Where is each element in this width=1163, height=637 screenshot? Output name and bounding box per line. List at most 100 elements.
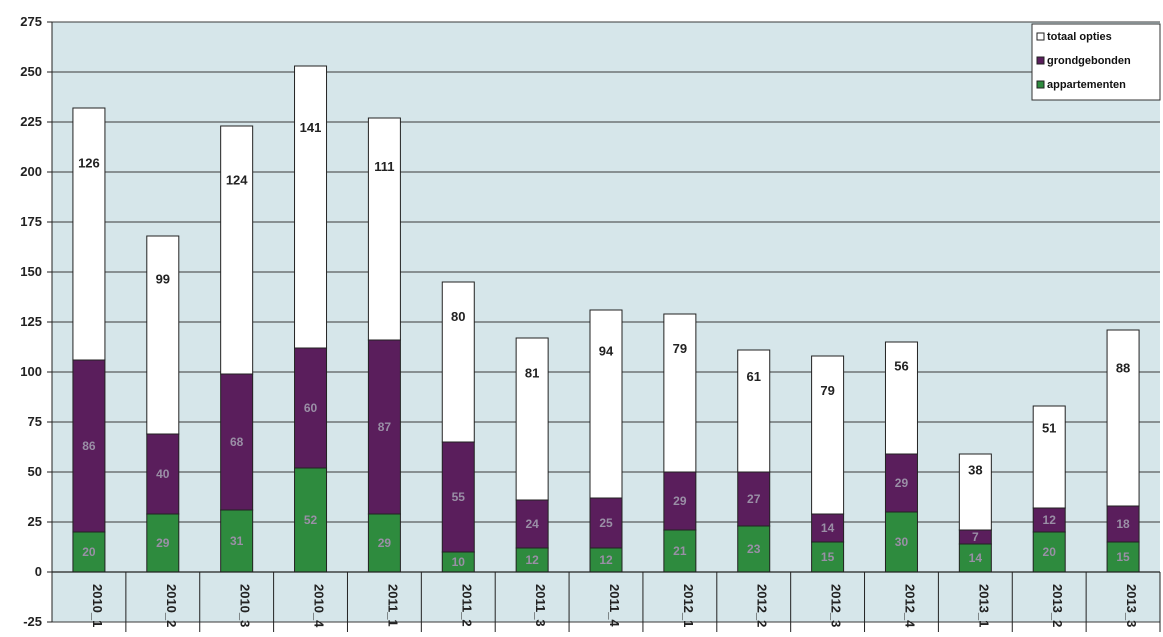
data-label-grondgebonden: 87 — [378, 420, 392, 434]
data-label-totaal-opties: 38 — [968, 463, 982, 478]
data-label-appartementen: 31 — [230, 534, 244, 548]
y-tick-label: 100 — [20, 364, 42, 379]
bar-segment-grondgebonden — [294, 347, 328, 469]
bar-segment-totaal-opties — [884, 341, 918, 455]
y-tick-label: 250 — [20, 64, 42, 79]
data-label-appartementen: 29 — [156, 536, 170, 550]
bar-segment-appartementen — [884, 511, 918, 573]
data-label-grondgebonden: 29 — [673, 494, 687, 508]
x-tick-label: 2011_3 — [533, 584, 548, 627]
x-tick-label: 2013_2 — [1050, 584, 1065, 627]
data-label-totaal-opties: 124 — [226, 173, 248, 188]
data-label-appartementen: 20 — [1043, 545, 1057, 559]
data-label-appartementen: 30 — [895, 535, 909, 549]
bar-segment-appartementen — [72, 531, 106, 573]
x-tick-label: 2010_1 — [90, 584, 105, 627]
data-label-appartementen: 29 — [378, 536, 392, 550]
x-tick-label: 2012_3 — [829, 584, 844, 627]
y-tick-label: 175 — [20, 214, 42, 229]
data-label-totaal-opties: 111 — [374, 159, 394, 174]
data-label-totaal-opties: 94 — [599, 343, 614, 358]
legend-swatch-appartementen — [1036, 80, 1045, 89]
bar-segment-grondgebonden — [220, 373, 254, 511]
bar-segment-totaal-opties — [589, 309, 623, 499]
bar-segment-totaal-opties — [294, 65, 328, 349]
data-label-totaal-opties: 99 — [156, 272, 170, 287]
bar-segment-appartementen — [958, 543, 992, 573]
x-tick-label: 2010_2 — [164, 584, 179, 627]
x-tick-label: 2010_3 — [238, 584, 253, 627]
bar-segment-grondgebonden — [146, 433, 180, 515]
x-tick-label: 2012_4 — [902, 584, 917, 628]
data-label-totaal-opties: 126 — [78, 155, 100, 170]
data-label-appartementen: 15 — [1116, 550, 1130, 564]
bar-segment-appartementen — [1032, 531, 1066, 573]
legend-item-totaal-opties: totaal opties — [1036, 31, 1112, 43]
bar-segment-grondgebonden — [737, 471, 771, 527]
x-tick-label: 2011_1 — [385, 584, 400, 627]
bar-segment-totaal-opties — [958, 453, 992, 531]
bar-segment-totaal-opties — [146, 235, 180, 435]
x-tick-label: 2011_4 — [607, 584, 622, 627]
data-label-appartementen: 23 — [747, 542, 761, 556]
data-label-grondgebonden: 86 — [82, 439, 96, 453]
bar-segment-totaal-opties — [1106, 329, 1140, 507]
y-tick-label: 275 — [20, 14, 42, 29]
bar-segment-appartementen — [294, 467, 328, 573]
x-tick-label: 2013_1 — [976, 584, 991, 627]
bar-segment-totaal-opties — [220, 125, 254, 375]
bar-segment-grondgebonden — [72, 359, 106, 533]
bar-segment-grondgebonden — [367, 339, 401, 515]
y-axis: -25 0 25 50 75 100 125 150 175 200 225 250 275 — [20, 14, 53, 629]
bar-segment-appartementen — [811, 541, 845, 573]
data-label-totaal-opties: 51 — [1042, 420, 1056, 435]
data-label-totaal-opties: 81 — [525, 366, 539, 381]
data-label-grondgebonden: 40 — [156, 467, 170, 481]
bar-segment-grondgebonden — [884, 453, 918, 513]
legend-item-appartementen: appartementen — [1036, 79, 1126, 91]
data-label-appartementen: 21 — [673, 544, 687, 558]
data-label-grondgebonden: 55 — [452, 490, 466, 504]
data-label-totaal-opties: 79 — [673, 341, 687, 356]
y-tick-label: -25 — [23, 614, 42, 629]
legend-swatch-grondgebonden — [1036, 56, 1045, 65]
data-label-appartementen: 12 — [599, 553, 613, 567]
bar-segment-totaal-opties — [737, 349, 771, 473]
data-label-appartementen: 20 — [82, 545, 96, 559]
bar-segment-grondgebonden — [663, 471, 697, 531]
bar-segment-totaal-opties — [1032, 405, 1066, 509]
data-label-totaal-opties: 88 — [1116, 361, 1130, 376]
x-tick-label: 2012_2 — [755, 584, 770, 627]
bar-segment-totaal-opties — [515, 337, 549, 501]
y-tick-label: 150 — [20, 264, 42, 279]
bars: 20 86 126 29 40 99 31 68 124 52 60 141 29 87 111 10 55 80… — [72, 65, 1140, 573]
legend-swatch-totaal-opties — [1036, 32, 1045, 41]
data-label-grondgebonden: 25 — [599, 516, 613, 530]
bar-segment-totaal-opties — [441, 281, 475, 443]
y-tick-label: 200 — [20, 164, 42, 179]
y-tick-label: 125 — [20, 314, 42, 329]
data-label-appartementen: 15 — [821, 550, 835, 564]
x-tick-label: 2013_3 — [1124, 584, 1139, 627]
y-tick-label: 225 — [20, 114, 42, 129]
data-label-totaal-opties: 141 — [300, 120, 322, 135]
x-tick-label: 2011_2 — [459, 584, 474, 627]
data-label-totaal-opties: 61 — [746, 369, 760, 384]
data-label-grondgebonden: 68 — [230, 435, 244, 449]
legend-label-grondgebonden: grondgebonden — [1047, 55, 1131, 67]
data-label-grondgebonden: 24 — [525, 517, 539, 531]
bar-segment-grondgebonden — [515, 499, 549, 549]
x-tick-label: 2012_1 — [681, 584, 696, 627]
legend-label-totaal-opties: totaal opties — [1047, 31, 1112, 43]
data-label-grondgebonden: 29 — [895, 476, 909, 490]
y-tick-label: 50 — [28, 464, 42, 479]
data-label-totaal-opties: 56 — [894, 359, 908, 374]
bar-segment-totaal-opties — [367, 117, 401, 341]
data-label-appartementen: 10 — [452, 555, 466, 569]
bar-segment-totaal-opties — [811, 355, 845, 515]
data-label-appartementen: 52 — [304, 513, 318, 527]
y-tick-label: 25 — [28, 514, 42, 529]
data-label-appartementen: 12 — [525, 553, 539, 567]
data-label-totaal-opties: 80 — [451, 309, 465, 324]
data-label-grondgebonden: 60 — [304, 401, 318, 415]
